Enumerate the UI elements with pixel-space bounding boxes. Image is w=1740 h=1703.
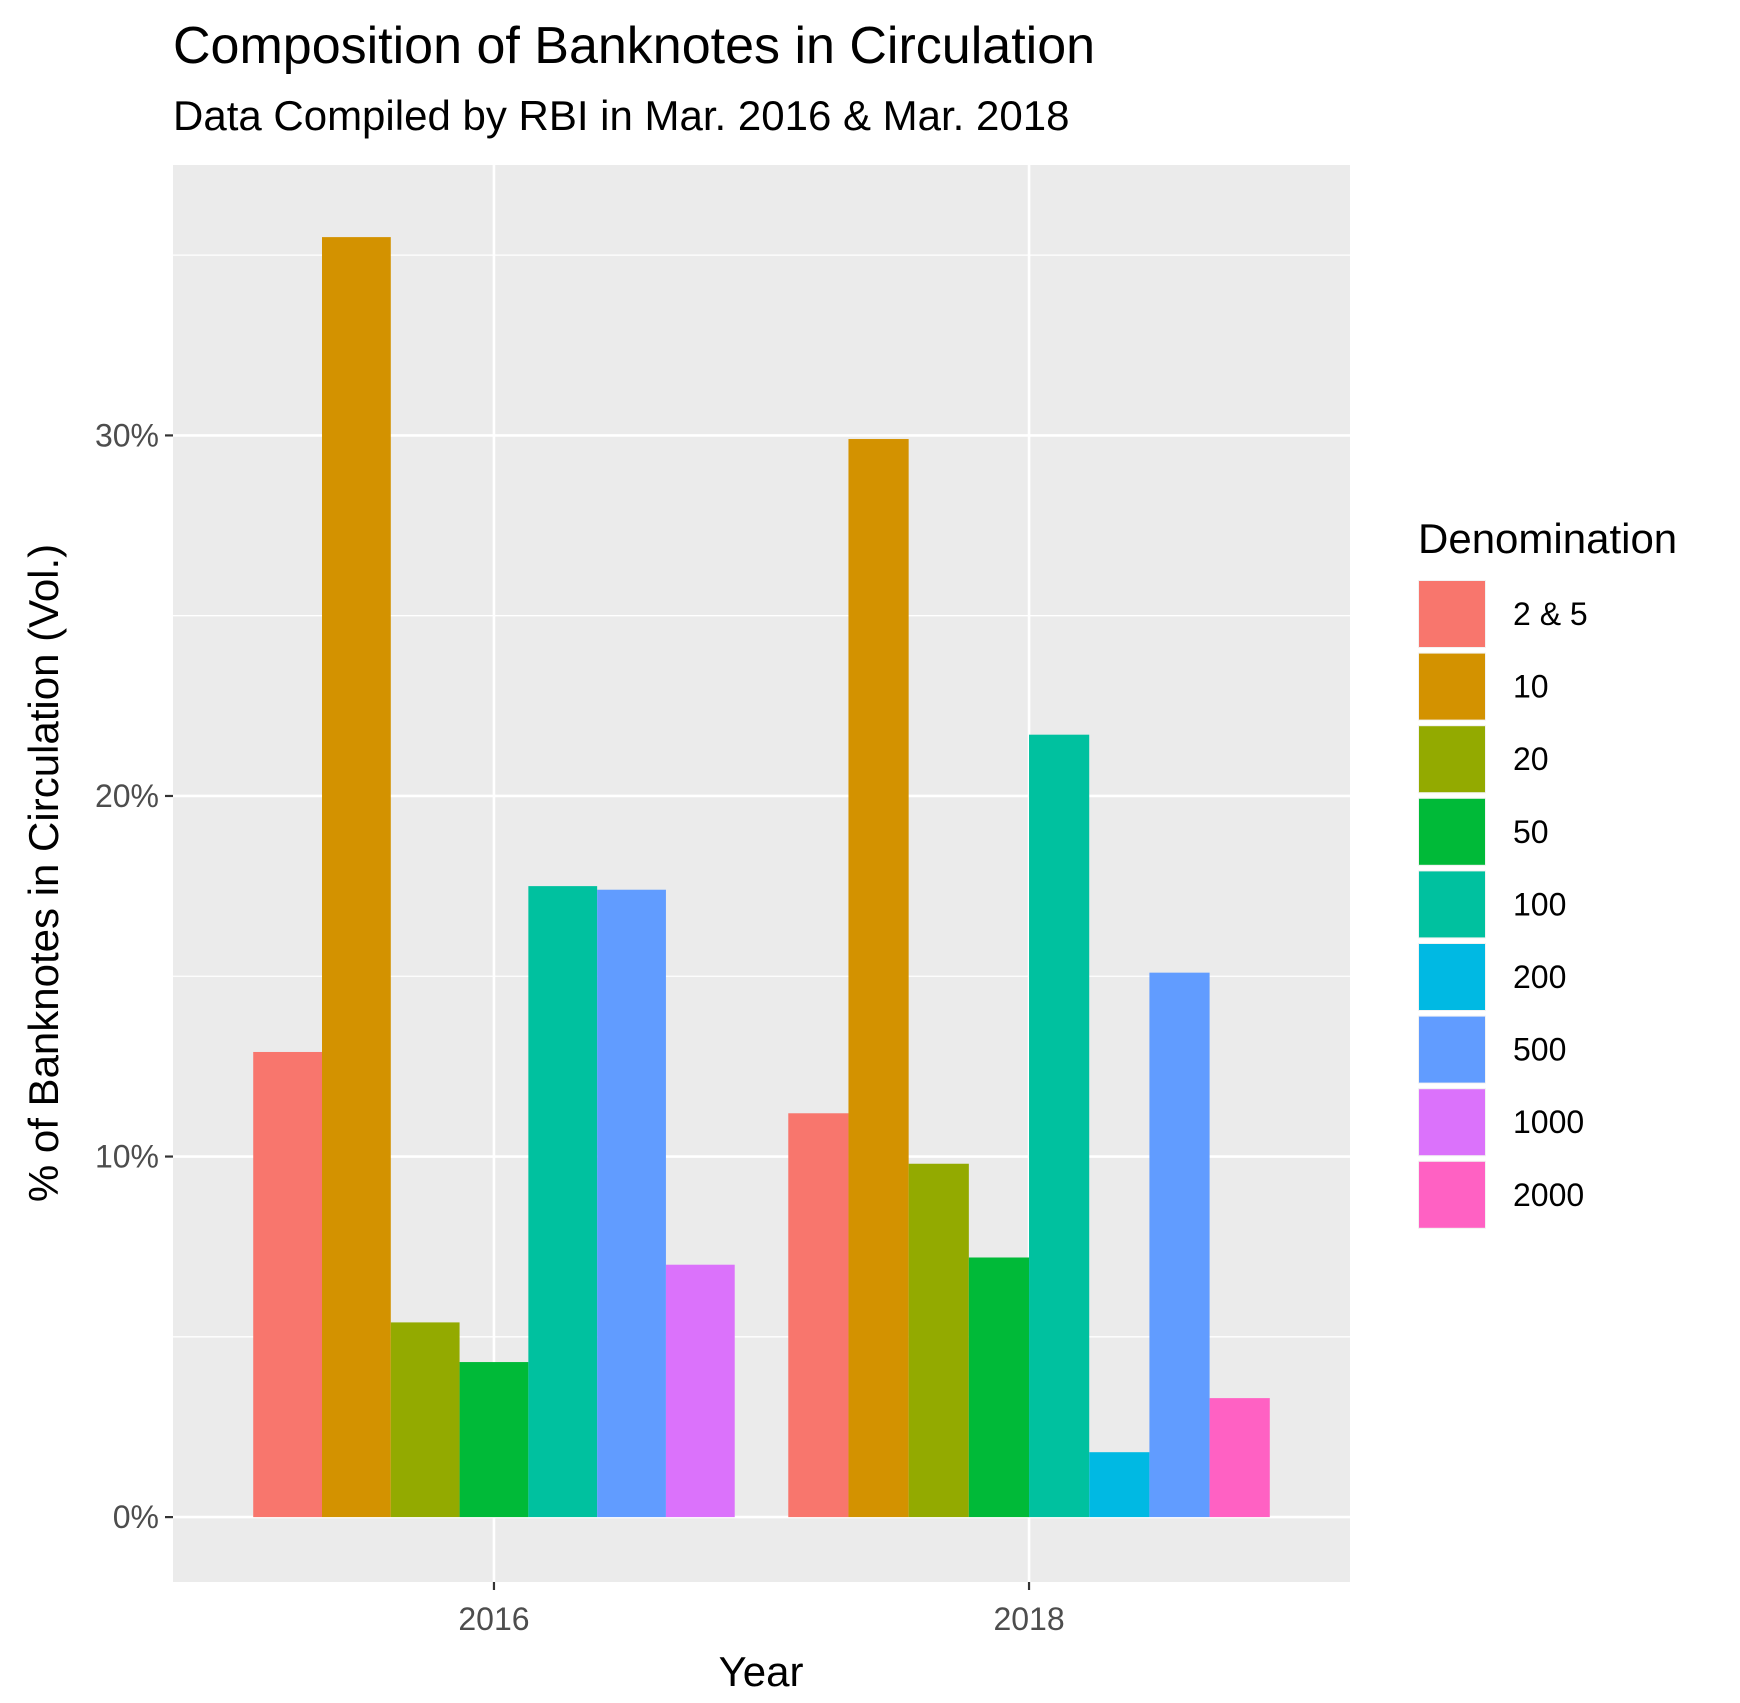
y-tick-label: 30% — [95, 417, 159, 453]
bar-2016-100 — [528, 886, 598, 1518]
bar-2016-10 — [321, 237, 391, 1518]
bar-2018-50 — [968, 1257, 1030, 1518]
legend-swatch — [1419, 1089, 1485, 1156]
x-tick-label: 2016 — [458, 1601, 529, 1637]
legend-label: 2 & 5 — [1513, 596, 1588, 632]
legend-label: 50 — [1513, 814, 1549, 850]
legend-swatch — [1419, 944, 1485, 1010]
legend-swatch — [1419, 798, 1485, 865]
y-tick-label: 0% — [113, 1499, 159, 1535]
y-tick-label: 10% — [95, 1139, 159, 1175]
bar-2016-50 — [459, 1362, 529, 1518]
legend-swatch — [1419, 581, 1485, 647]
legend-label: 10 — [1513, 669, 1549, 705]
legend-label: 200 — [1513, 959, 1566, 995]
legend-swatch — [1419, 726, 1485, 793]
bar-2016-1000 — [665, 1264, 735, 1518]
bar-2018-500 — [1149, 972, 1210, 1518]
bar-2016-20 — [390, 1322, 460, 1518]
y-axis: 0% 10% 20% 30% — [95, 417, 173, 1535]
bar-2018-2000 — [1209, 1398, 1270, 1518]
legend-label: 1000 — [1513, 1104, 1584, 1140]
legend: Denomination 2 & 5 10 20 50 100 200 500 1000 200… — [1418, 515, 1677, 1229]
bar-2018-100 — [1029, 734, 1090, 1518]
x-axis-title: Year — [719, 1648, 804, 1695]
legend-label: 500 — [1513, 1032, 1566, 1068]
legend-title: Denomination — [1418, 515, 1677, 562]
bar-2016-500 — [597, 889, 666, 1518]
chart-title: Composition of Banknotes in Circulation — [173, 17, 1095, 75]
bar-2018-10 — [848, 439, 909, 1518]
bar-2018-2-5 — [788, 1113, 849, 1518]
legend-label: 20 — [1513, 741, 1549, 777]
chart-subtitle: Data Compiled by RBI in Mar. 2016 & Mar.… — [173, 92, 1069, 139]
bar-2016-2-5 — [253, 1051, 322, 1518]
x-tick-label: 2018 — [993, 1601, 1064, 1637]
bar-2018-20 — [908, 1163, 969, 1518]
legend-swatch — [1419, 1016, 1485, 1083]
legend-label: 100 — [1513, 886, 1566, 922]
legend-swatch — [1419, 653, 1485, 720]
legend-swatch — [1419, 1161, 1485, 1228]
legend-label: 2000 — [1513, 1177, 1584, 1213]
y-tick-label: 20% — [95, 778, 159, 814]
x-axis: 2016 2018 — [458, 1582, 1065, 1637]
y-axis-title: % of Banknotes in Circulation (Vol.) — [20, 544, 67, 1202]
bars — [253, 237, 1270, 1518]
bar-2018-200 — [1089, 1452, 1150, 1518]
legend-swatch — [1419, 871, 1485, 938]
